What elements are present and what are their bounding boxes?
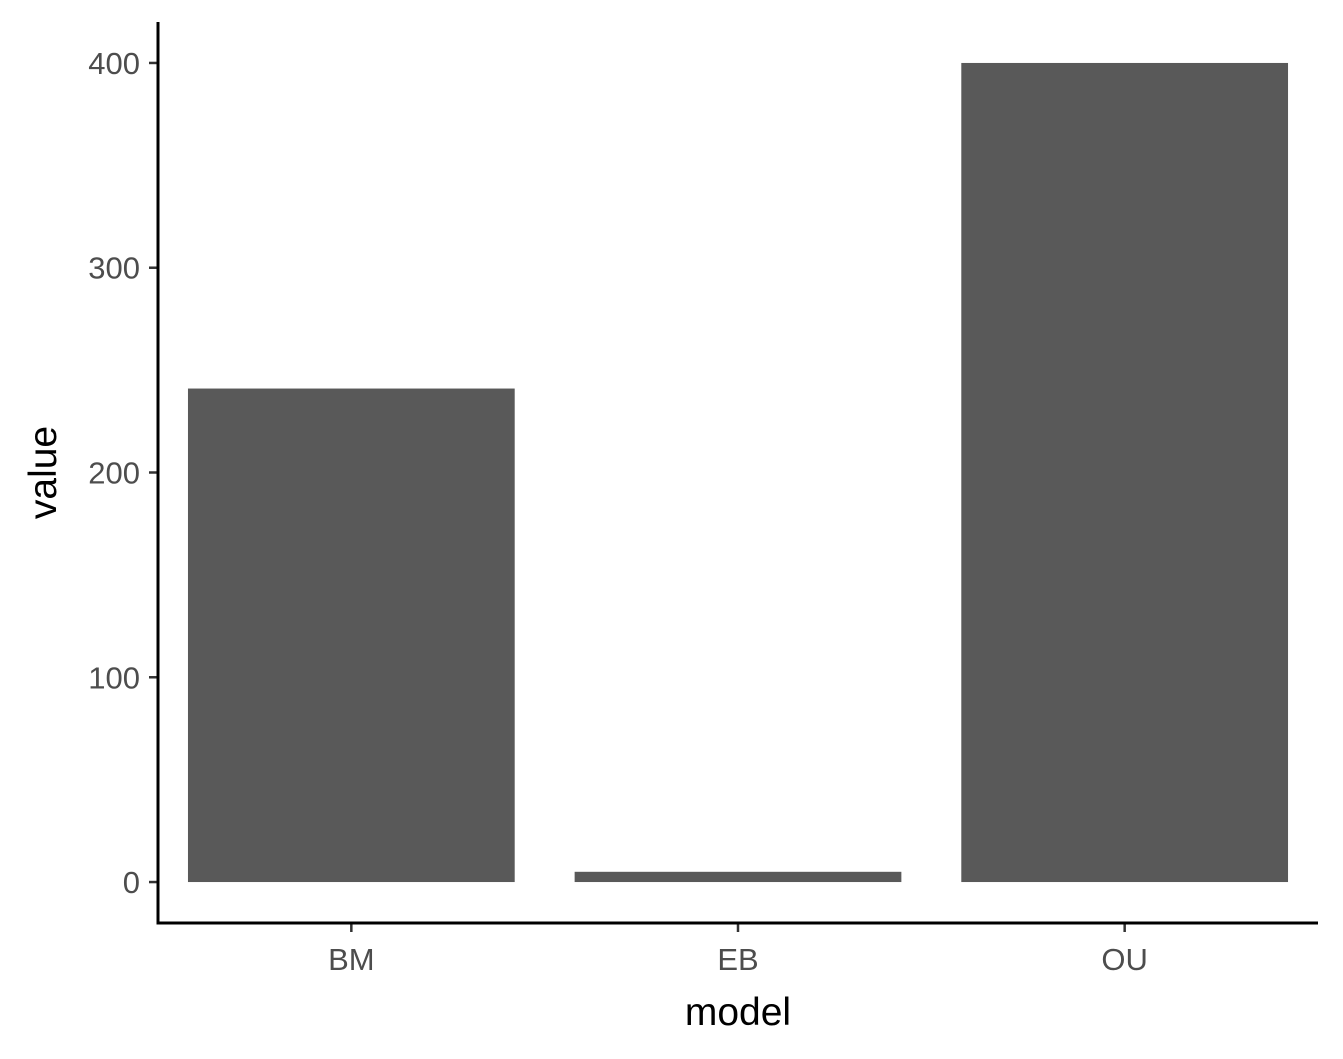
bar-eb <box>574 871 902 883</box>
x-tick-label-bm: BM <box>328 942 375 977</box>
bars-group <box>187 62 1289 883</box>
y-axis-ticks: 0 100 200 300 400 <box>88 46 158 900</box>
x-axis-ticks: BM EB OU <box>328 923 1148 977</box>
bar-bm <box>187 388 515 883</box>
x-tick-label-eb: EB <box>717 942 758 977</box>
bar-ou <box>961 62 1289 883</box>
y-tick-label: 400 <box>88 46 140 81</box>
y-axis-title: value <box>22 426 65 519</box>
y-tick-label: 300 <box>88 251 140 286</box>
y-tick-label: 200 <box>88 456 140 491</box>
x-axis-title: model <box>685 991 791 1034</box>
y-tick-label: 100 <box>88 660 140 695</box>
y-tick-label: 0 <box>123 865 140 900</box>
x-tick-label-ou: OU <box>1101 942 1148 977</box>
